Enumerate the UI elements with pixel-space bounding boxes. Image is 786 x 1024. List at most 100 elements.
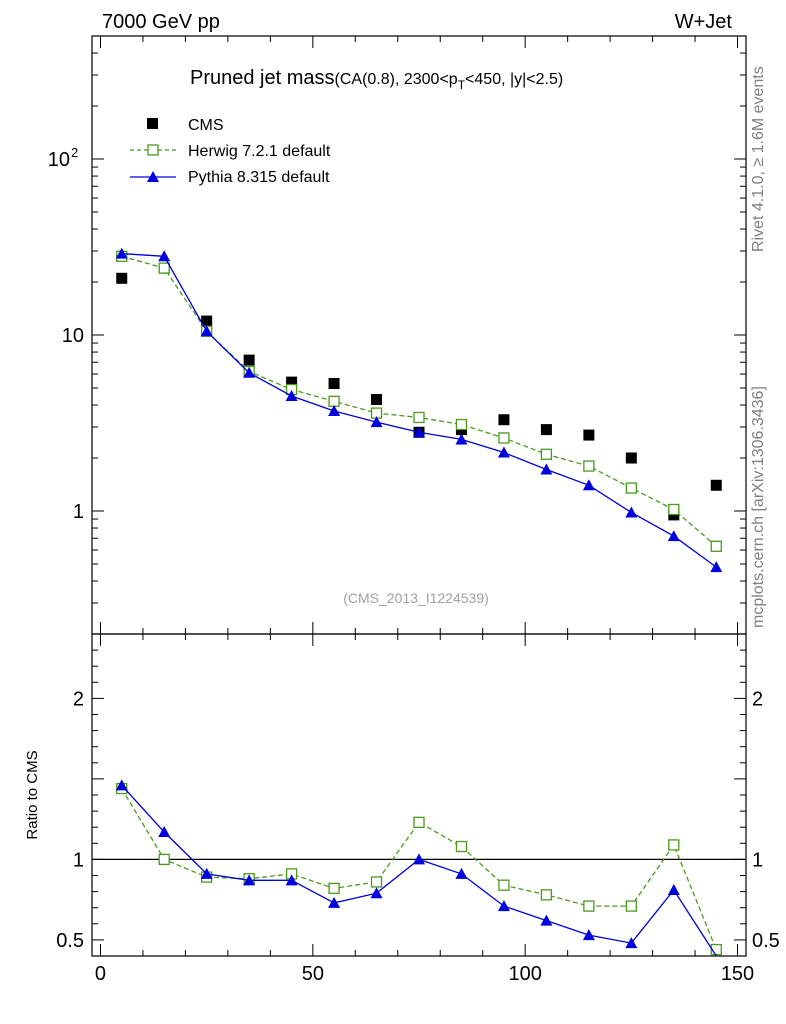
cms-data-point <box>371 394 383 406</box>
herwig-ratio-point <box>583 900 595 912</box>
pythia-main-point <box>200 325 213 337</box>
herwig-main-point <box>668 503 680 516</box>
pythia-main-point <box>285 390 298 402</box>
cms-data-point <box>116 272 128 284</box>
side-text-top: Rivet 4.1.0, ≥ 1.6M events <box>750 66 767 252</box>
herwig-main-point <box>625 482 637 494</box>
herwig-ratio-point <box>625 900 637 912</box>
ratio-y-tick-label-right: 0.5 <box>752 930 780 952</box>
herwig-ratio-point <box>413 816 425 829</box>
pythia-main-point <box>625 506 638 518</box>
herwig-ratio-point <box>710 943 722 956</box>
pythia-ratio-point <box>455 867 468 879</box>
chart-title: Pruned jet mass(CA(0.8), 2300<pT<450, |y… <box>190 67 563 92</box>
ratio-y-tick-label-right: 1 <box>752 849 763 871</box>
cms-data-point <box>201 315 213 327</box>
herwig-ratio-point <box>498 879 510 891</box>
pythia-main-point <box>158 250 171 262</box>
chart-title-detail-end: <450, |y|<2.5) <box>465 71 563 88</box>
herwig-ratio-point <box>158 853 170 866</box>
herwig-ratio-point <box>540 889 553 901</box>
herwig-ratio-line <box>121 788 717 950</box>
x-tick-label: 150 <box>721 963 754 985</box>
cms-data-point <box>498 414 510 426</box>
pythia-main-point <box>710 561 723 573</box>
watermark: (CMS_2013_I1224539) <box>343 590 489 606</box>
cms-data-point <box>540 424 552 436</box>
legend-cms-label: CMS <box>188 117 224 134</box>
cms-data-point <box>286 376 298 388</box>
main-y-tick-label: 1 <box>73 501 84 523</box>
side-text-bottom: mcplots.cern.ch [arXiv:1306.3436] <box>750 386 767 628</box>
pythia-main-line <box>121 252 717 568</box>
main-series-layer <box>115 247 723 573</box>
herwig-ratio-point <box>455 840 468 853</box>
pythia-ratio-point <box>158 826 171 838</box>
main-y-tick-label: 10 <box>62 325 84 347</box>
chart-title-main: Pruned jet mass <box>190 67 335 89</box>
pythia-ratio-point <box>625 937 638 949</box>
x-axis-ticks: 0 50 100 150 <box>95 36 754 985</box>
header-right: W+Jet <box>675 11 733 33</box>
ratio-y-tick-label-left: 0.5 <box>56 930 84 952</box>
pythia-main-point <box>497 446 510 458</box>
pythia-ratio-point <box>667 883 680 895</box>
ratio-series-layer <box>115 779 722 957</box>
herwig-main-point <box>328 395 340 407</box>
pythia-main-point <box>328 404 341 416</box>
header-left: 7000 GeV pp <box>102 11 220 33</box>
cms-data-point <box>243 354 255 366</box>
herwig-main-point <box>413 411 425 424</box>
pythia-main-point <box>455 433 468 445</box>
herwig-main-point <box>498 432 510 444</box>
main-y-tick-label: 10 <box>48 149 70 171</box>
pythia-main-point <box>370 416 383 428</box>
herwig-ratio-point <box>668 839 680 851</box>
ratio-y-label: Ratio to CMS <box>24 750 41 839</box>
pythia-ratio-point <box>370 887 383 899</box>
legend-pythia-marker <box>147 171 159 182</box>
herwig-main-point <box>455 418 468 431</box>
chart-title-detail: (CA(0.8), 2300<p <box>335 71 458 88</box>
x-tick-label: 100 <box>508 963 541 985</box>
cms-data-point <box>625 452 637 464</box>
pythia-ratio-point <box>115 779 128 791</box>
herwig-main-point <box>710 540 722 552</box>
pythia-main-point <box>243 366 256 378</box>
legend-herwig-label: Herwig 7.2.1 default <box>188 143 331 160</box>
pythia-ratio-point <box>540 914 553 926</box>
herwig-main-point <box>540 448 553 460</box>
herwig-ratio-point <box>370 876 383 888</box>
x-tick-label: 50 <box>302 963 324 985</box>
cms-data-point <box>710 479 722 491</box>
pythia-main-point <box>667 530 680 542</box>
ratio-panel-frame <box>91 633 747 957</box>
pythia-ratio-line <box>121 784 717 957</box>
ratio-axis-ticks: 0.5 0.5 1 1 2 2 <box>56 633 780 957</box>
ratio-y-tick-label-right: 2 <box>752 688 763 710</box>
pythia-ratio-point <box>328 896 341 908</box>
herwig-ratio-point <box>328 882 340 895</box>
pythia-main-point <box>115 247 128 259</box>
pythia-ratio-point <box>497 900 510 912</box>
legend-cms-marker <box>147 118 158 129</box>
herwig-main-point <box>583 460 595 472</box>
pythia-ratio-point <box>285 874 298 886</box>
pythia-ratio-point <box>243 874 256 886</box>
main-y-tick-label-exponent: 2 <box>71 145 78 160</box>
ratio-y-tick-label-left: 2 <box>73 688 84 710</box>
pythia-ratio-point <box>582 929 595 941</box>
pythia-main-point <box>540 463 553 475</box>
x-tick-label: 0 <box>95 963 106 985</box>
herwig-main-point <box>158 262 170 274</box>
chart-title-sub: T <box>458 78 466 92</box>
pythia-ratio-point <box>413 853 425 865</box>
herwig-main-line <box>121 255 717 547</box>
legend-pythia-label: Pythia 8.315 default <box>188 169 330 186</box>
ratio-y-tick-label-left: 1 <box>73 849 84 871</box>
pythia-main-point <box>582 479 595 491</box>
legend: CMS Herwig 7.2.1 default Pythia 8.315 de… <box>130 117 331 186</box>
pythia-main-point <box>413 426 425 438</box>
